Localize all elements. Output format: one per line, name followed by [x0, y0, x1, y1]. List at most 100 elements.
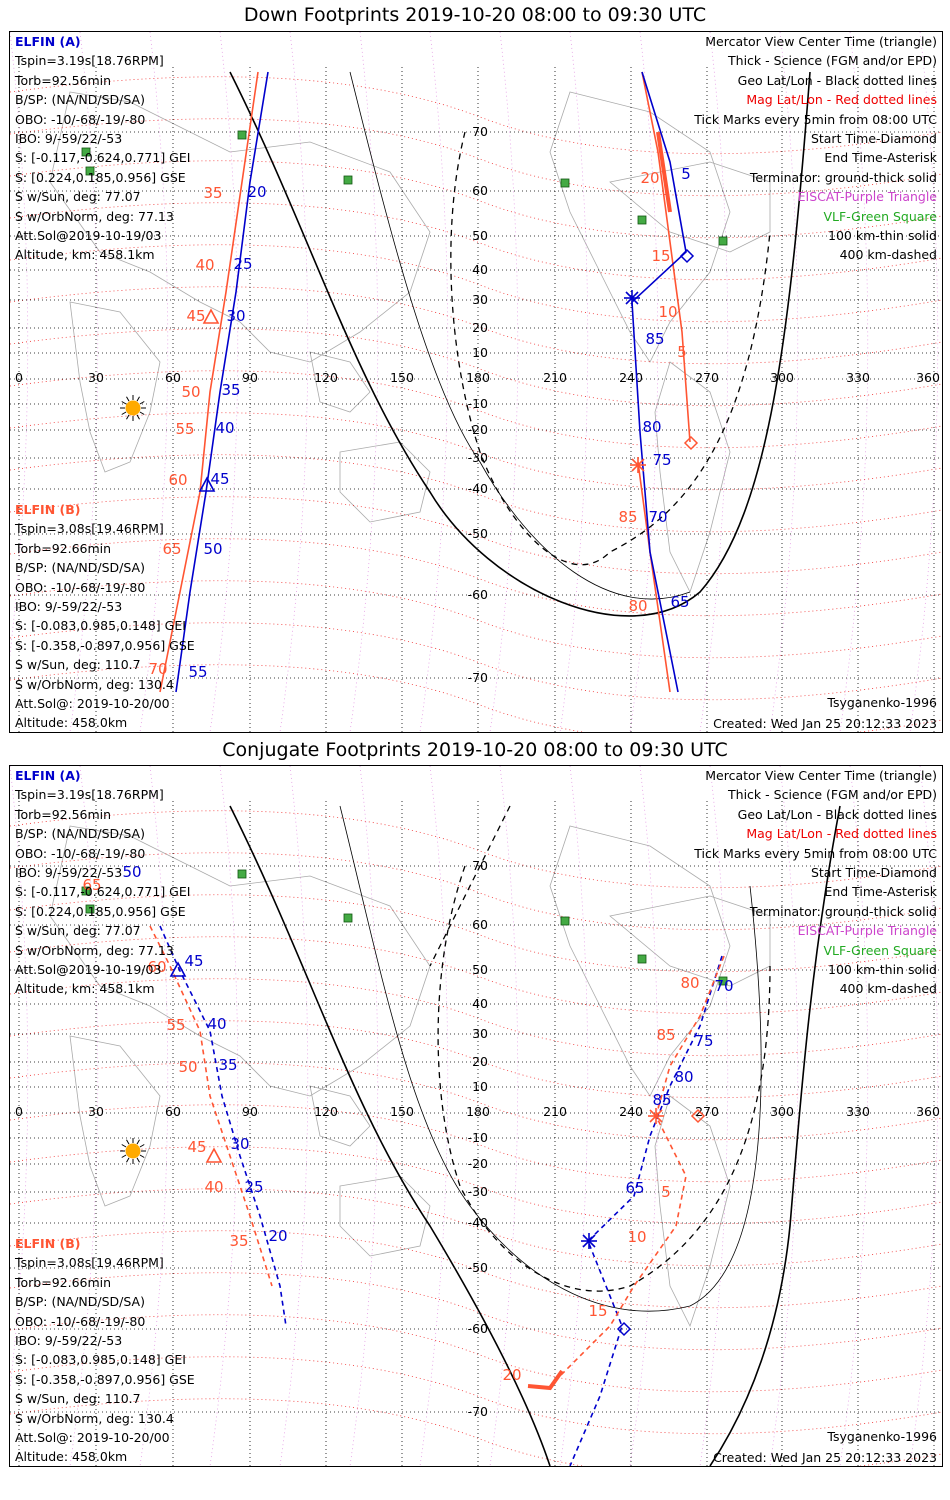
mag-lon-line [279, 32, 309, 732]
elfin-b-line: B/SP: (NA/ND/SD/SA) [15, 1294, 145, 1310]
elfin-a-header: ELFIN (A) [15, 768, 81, 783]
elfin-b-tick-label: 55 [166, 1016, 185, 1034]
legend-line: 400 km-dashed [839, 247, 937, 263]
conjugate-footprints-map: 0 30 60 90 120 150 180 210 240 270 300 330 360 70 60 50… [9, 765, 943, 1467]
altitude-100km-line [339, 805, 762, 1312]
elfin-b-tick-label: 5 [661, 1183, 671, 1201]
elfin-a-tick-label: 35 [218, 1056, 237, 1074]
lat-label: -10 [468, 396, 488, 411]
legend: Mercator View Center Time (triangle) Thi… [694, 766, 937, 999]
mag-lat-line [10, 202, 942, 281]
lat-label: -20 [468, 422, 488, 437]
mag-lat-line [10, 810, 942, 889]
panel-title-down: Down Footprints 2019-10-20 08:00 to 09:3… [243, 4, 707, 26]
elfin-a-tick-label: 80 [642, 418, 661, 436]
elfin-b-line: S w/OrbNorm, deg: 130.4 [15, 1410, 174, 1426]
coastline [49, 825, 431, 1097]
lon-label: 30 [88, 370, 104, 385]
lon-label: 330 [846, 370, 870, 385]
coastline [339, 441, 431, 523]
vlf-station-marker [343, 913, 353, 923]
elfin-b-line: S w/Sun, deg: 110.7 [15, 657, 141, 673]
legend-line: VLF-Green Square [823, 208, 937, 224]
elfin-b-conjugate-track [149, 925, 273, 1287]
elfin-a-center-triangle [169, 961, 187, 977]
elfin-a-line: B/SP: (NA/ND/SD/SA) [15, 826, 145, 842]
created-timestamp: Created: Wed Jan 25 20:12:33 2023 [713, 1450, 937, 1465]
lon-label: 0 [15, 370, 23, 385]
lon-label: 180 [466, 370, 490, 385]
coastline [69, 1035, 161, 1207]
elfin-a-tick-label: 30 [226, 307, 245, 325]
elfin-a-tick-label: 40 [207, 1015, 226, 1033]
elfin-a-line: OBO: -10/-68/-19/-80 [15, 845, 146, 861]
mag-lat-line [10, 160, 942, 239]
elfin-a-start-diamond [616, 1321, 632, 1337]
lat-label: 30 [472, 292, 488, 307]
lon-label: 150 [390, 370, 414, 385]
elfin-b-tick-label: 55 [175, 420, 194, 438]
lat-label: -10 [468, 1130, 488, 1145]
mag-lon-line [279, 766, 309, 1466]
elfin-a-tick-label: 65 [625, 1179, 644, 1197]
legend-line: 400 km-dashed [839, 981, 937, 997]
elfin-b-tick-label: 15 [588, 1302, 607, 1320]
elfin-a-tick-label: 50 [203, 540, 222, 558]
legend-line: Terminator: ground-thick solid [749, 169, 937, 185]
mag-lat-line [10, 1356, 942, 1435]
altitude-400km-line [450, 131, 771, 566]
lat-label: 20 [472, 1054, 488, 1069]
elfin-b-science-segment [656, 131, 672, 213]
lat-label: -70 [468, 1404, 488, 1419]
elfin-b-line: IBO: 9/-59/22/-53 [15, 1332, 123, 1348]
mag-lat-line [10, 978, 942, 1057]
lon-label: 90 [242, 1104, 258, 1119]
legend-line: EISCAT-Purple Triangle [797, 923, 937, 939]
coastline [654, 361, 731, 594]
elfin-b-tick-label: 45 [187, 1138, 206, 1156]
mag-lat-line [10, 370, 942, 449]
elfin-a-line: Altitude, km: 458.1km [15, 247, 155, 263]
elfin-b-tick-label: 80 [628, 597, 647, 615]
vlf-station-marker [560, 178, 570, 188]
legend-line: Thick - Science (FGM and/or EPD) [728, 53, 937, 69]
sun-icon [120, 395, 146, 421]
lat-label: 40 [472, 996, 488, 1011]
elfin-a-tick-label: 85 [645, 330, 664, 348]
elfin-a-line: Att.Sol@2019-10-19/03 [15, 227, 162, 243]
elfin-a-tick-label: 45 [184, 952, 203, 970]
lon-label: 60 [165, 1104, 181, 1119]
conjugate-map-canvas: 0 30 60 90 120 150 180 210 240 270 300 330 360 70 60 50… [10, 766, 942, 1466]
mag-lon-line [209, 766, 239, 1466]
lon-label: 60 [165, 370, 181, 385]
lat-label: 10 [472, 1079, 488, 1094]
altitude-400km-line [437, 865, 771, 1292]
legend-line: Geo Lat/Lon - Black dotted lines [737, 72, 937, 88]
elfin-a-line: S: [0.224,0.185,0.956] GSE [15, 169, 186, 185]
mag-lat-line [10, 852, 942, 931]
lat-label: -60 [468, 587, 488, 602]
elfin-b-header: ELFIN (B) [15, 502, 81, 517]
model-label: Tsyganenko-1996 [827, 1429, 937, 1444]
mag-lat-line [10, 538, 942, 617]
lat-label: 50 [472, 228, 488, 243]
mag-lon-line [349, 766, 379, 1466]
mag-lat-line [10, 1314, 942, 1393]
mag-lat-line [10, 286, 942, 365]
coastline [309, 1085, 371, 1147]
elfin-b-line: S: [-0.358,-0.897,0.956] GSE [15, 637, 195, 653]
down-map-canvas: 0 30 60 90 120 150 180 210 240 270 300 330 360706050… [10, 32, 942, 732]
elfin-a-line: IBO: 9/-59/22/-53 [15, 130, 123, 146]
elfin-a-tick-label: 30 [230, 1135, 249, 1153]
elfin-b-line: Torb=92.66min [15, 540, 112, 556]
elfin-b-conjugate-track-east [559, 955, 725, 1377]
lon-label: 270 [695, 1104, 719, 1119]
legend-line: Mag Lat/Lon - Red dotted lines [746, 826, 937, 842]
mag-lat-line [10, 580, 942, 659]
lon-label: 240 [619, 1104, 643, 1119]
legend-line: Mag Lat/Lon - Red dotted lines [746, 92, 937, 108]
elfin-a-line: IBO: 9/-59/22/-53 [15, 864, 123, 880]
coastline [339, 1175, 431, 1257]
elfin-b-track-south [637, 461, 671, 693]
legend-line: 100 km-thin solid [828, 227, 937, 243]
